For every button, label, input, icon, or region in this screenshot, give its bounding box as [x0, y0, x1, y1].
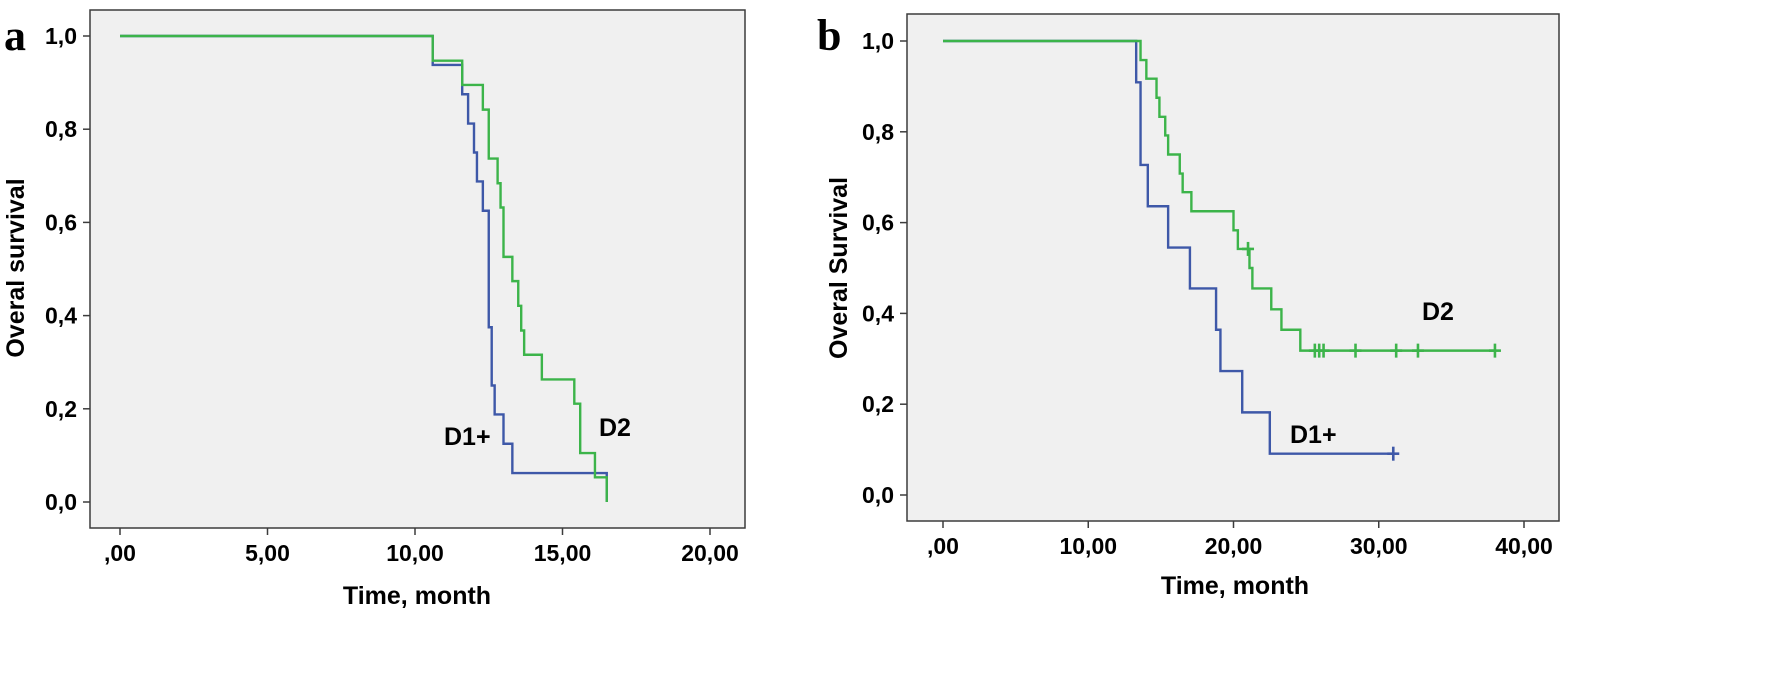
- x-tick-label: 30,00: [1350, 533, 1408, 559]
- panel-a-plot-area: [89, 9, 746, 529]
- y-tick-label: 0,4: [862, 300, 894, 326]
- y-tick-label: 0,6: [862, 210, 894, 236]
- km-curve-d1: [943, 39, 1394, 455]
- x-tick-label: ,00: [104, 540, 136, 566]
- y-tick-label: 1,0: [862, 28, 894, 54]
- panel-b-x-axis-title: Time, month: [1161, 572, 1309, 600]
- y-tick-label: 0,2: [862, 391, 894, 417]
- panel-b-y-axis-title: Overal Survival: [825, 177, 853, 359]
- x-tick-label: 20,00: [1205, 533, 1263, 559]
- km-curve-d2: [120, 34, 608, 502]
- km-curve-d2: [943, 39, 1495, 352]
- panel-a-series-label-d1: D1+: [444, 423, 491, 451]
- y-tick-label: 0,6: [45, 209, 77, 235]
- y-tick-label: 1,0: [45, 23, 77, 49]
- x-tick-label: 15,00: [534, 540, 592, 566]
- panel-b-plot-area: [906, 13, 1560, 522]
- x-tick-label: 10,00: [1059, 533, 1117, 559]
- y-tick-label: 0,8: [45, 116, 77, 142]
- km-curve-d1: [120, 34, 608, 502]
- x-tick-label: 40,00: [1495, 533, 1553, 559]
- panel-b-marks: ,00 10,00 20,00 30,00 40,00 0,0 0,2 0,4 0,6 0,8 1,…: [862, 28, 1553, 559]
- y-tick-label: 0,2: [45, 396, 77, 422]
- x-tick-label: ,00: [927, 533, 959, 559]
- panel-a: a ,00 5,00 10,00 15,00 20,00 0,0 0,2 0,4 0,6 0,8 1…: [2, 9, 746, 610]
- panel-b-letter: b: [817, 11, 841, 60]
- x-tick-label: 10,00: [386, 540, 444, 566]
- y-tick-label: 0,8: [862, 119, 894, 145]
- panel-a-marks: ,00 5,00 10,00 15,00 20,00 0,0 0,2 0,4 0,6 0,8 1,0: [45, 23, 739, 566]
- panel-a-series-label-d2: D2: [599, 414, 631, 442]
- x-tick-label: 5,00: [245, 540, 290, 566]
- y-tick-label: 0,4: [45, 303, 77, 329]
- panel-a-y-axis-title: Overal survival: [2, 178, 30, 357]
- panel-a-x-axis-title: Time, month: [343, 582, 491, 610]
- panel-b-series-label-d1: D1+: [1290, 421, 1337, 449]
- panel-a-letter: a: [4, 11, 26, 60]
- y-tick-label: 0,0: [45, 489, 77, 515]
- y-tick-label: 0,0: [862, 482, 894, 508]
- panel-b: b ,00 10,00 20,00 30,00 40,00 0,0 0,2 0,4 0,6 0,8…: [817, 11, 1560, 600]
- x-tick-label: 20,00: [681, 540, 739, 566]
- panel-b-series-label-d2: D2: [1422, 298, 1454, 326]
